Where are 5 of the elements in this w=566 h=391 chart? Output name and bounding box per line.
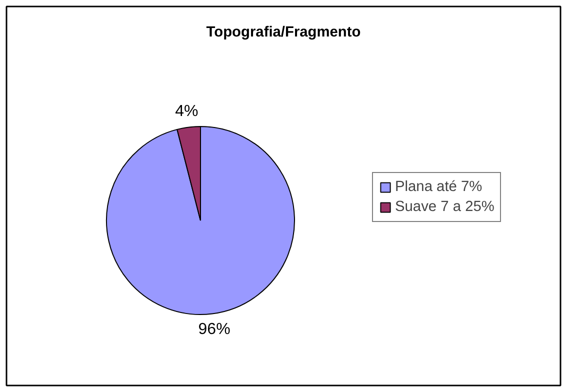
data-label: 4%	[175, 102, 198, 120]
legend-label: Plana até 7%	[395, 179, 482, 195]
data-label: 96%	[198, 321, 230, 338]
legend-label: Suave 7 a 25%	[395, 199, 494, 215]
chart-title: Topografia/Fragmento	[206, 24, 361, 40]
